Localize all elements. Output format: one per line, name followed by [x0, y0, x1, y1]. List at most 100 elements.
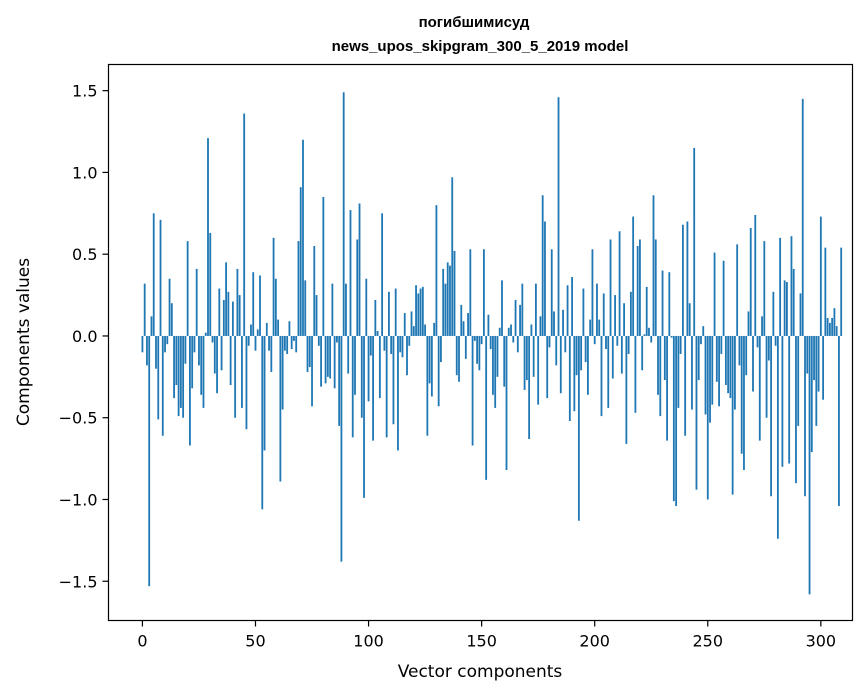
- bar: [767, 335, 770, 361]
- bar: [306, 335, 309, 372]
- bar: [503, 335, 506, 387]
- bar: [464, 335, 467, 359]
- bar: [602, 293, 605, 336]
- bar: [209, 232, 212, 336]
- y-tick-label: −0.5: [59, 409, 98, 428]
- bar: [831, 317, 834, 336]
- bar: [704, 335, 707, 415]
- bar: [724, 335, 727, 386]
- bar: [403, 313, 406, 336]
- bar: [211, 335, 214, 343]
- bar: [761, 316, 763, 336]
- bar: [241, 335, 243, 408]
- bar: [580, 335, 583, 371]
- bar: [695, 335, 698, 490]
- y-tick-label: 1.0: [72, 163, 97, 182]
- bar: [641, 335, 644, 371]
- bar: [340, 335, 343, 562]
- bar: [840, 247, 843, 336]
- bar: [193, 335, 196, 353]
- bar: [715, 335, 718, 382]
- bar: [734, 335, 736, 410]
- bar: [539, 316, 542, 336]
- bar: [487, 314, 490, 336]
- bar: [159, 219, 162, 336]
- bar: [826, 317, 829, 336]
- bar: [801, 98, 804, 336]
- bar: [573, 335, 576, 412]
- bar: [170, 303, 173, 336]
- bar: [501, 280, 503, 336]
- bar: [510, 324, 512, 336]
- bar: [697, 335, 700, 381]
- bar: [571, 277, 573, 336]
- bar: [663, 335, 666, 381]
- bar: [482, 249, 485, 336]
- bar: [629, 291, 632, 336]
- bar: [455, 335, 458, 376]
- bar: [817, 335, 820, 392]
- bar: [446, 262, 449, 336]
- bar: [828, 322, 831, 336]
- bar: [220, 335, 223, 371]
- bar: [415, 285, 417, 336]
- bar: [394, 288, 397, 336]
- bar: [557, 97, 560, 336]
- bar: [591, 249, 594, 336]
- bar: [476, 335, 479, 364]
- bar: [274, 278, 277, 336]
- bar: [365, 278, 368, 336]
- bar: [283, 335, 286, 351]
- bar: [202, 335, 205, 408]
- bar: [331, 283, 334, 336]
- bar: [505, 335, 508, 471]
- bar: [752, 335, 754, 392]
- y-tick-label: 0.0: [72, 327, 97, 346]
- bar: [288, 321, 291, 336]
- bar: [336, 335, 338, 343]
- bar: [419, 288, 422, 336]
- bar: [272, 237, 275, 336]
- bar: [650, 335, 653, 343]
- bar: [627, 335, 630, 354]
- bar: [182, 335, 185, 418]
- bar: [227, 291, 230, 336]
- bar: [155, 335, 157, 369]
- bar: [589, 319, 592, 336]
- bar: [426, 335, 429, 436]
- bar: [198, 335, 200, 366]
- bar: [835, 326, 838, 336]
- bar: [374, 299, 377, 336]
- bar: [277, 319, 280, 336]
- bar: [259, 275, 261, 336]
- bar: [329, 335, 332, 379]
- bar: [148, 335, 151, 587]
- bar: [397, 335, 399, 451]
- x-tick-label: 250: [692, 632, 723, 651]
- x-tick-label: 200: [579, 632, 610, 651]
- bar: [326, 335, 329, 377]
- bar: [804, 335, 806, 497]
- bar: [772, 291, 775, 336]
- bar: [433, 322, 436, 336]
- bar: [688, 303, 691, 336]
- bar: [584, 335, 587, 363]
- bar: [231, 301, 234, 336]
- bar: [598, 319, 601, 336]
- bar: [270, 335, 273, 372]
- y-tick-label: −1.5: [59, 572, 98, 591]
- bar: [161, 335, 164, 436]
- bar: [256, 329, 259, 336]
- bar: [808, 335, 811, 595]
- bar: [636, 246, 639, 336]
- bar: [229, 335, 232, 386]
- bar: [471, 335, 474, 446]
- bar: [478, 335, 481, 371]
- bar: [596, 283, 598, 336]
- bar: [824, 247, 827, 336]
- bar: [634, 335, 637, 413]
- bar: [566, 285, 569, 336]
- bar: [238, 295, 241, 336]
- bar: [797, 335, 800, 426]
- x-axis-label: Vector components: [398, 662, 563, 682]
